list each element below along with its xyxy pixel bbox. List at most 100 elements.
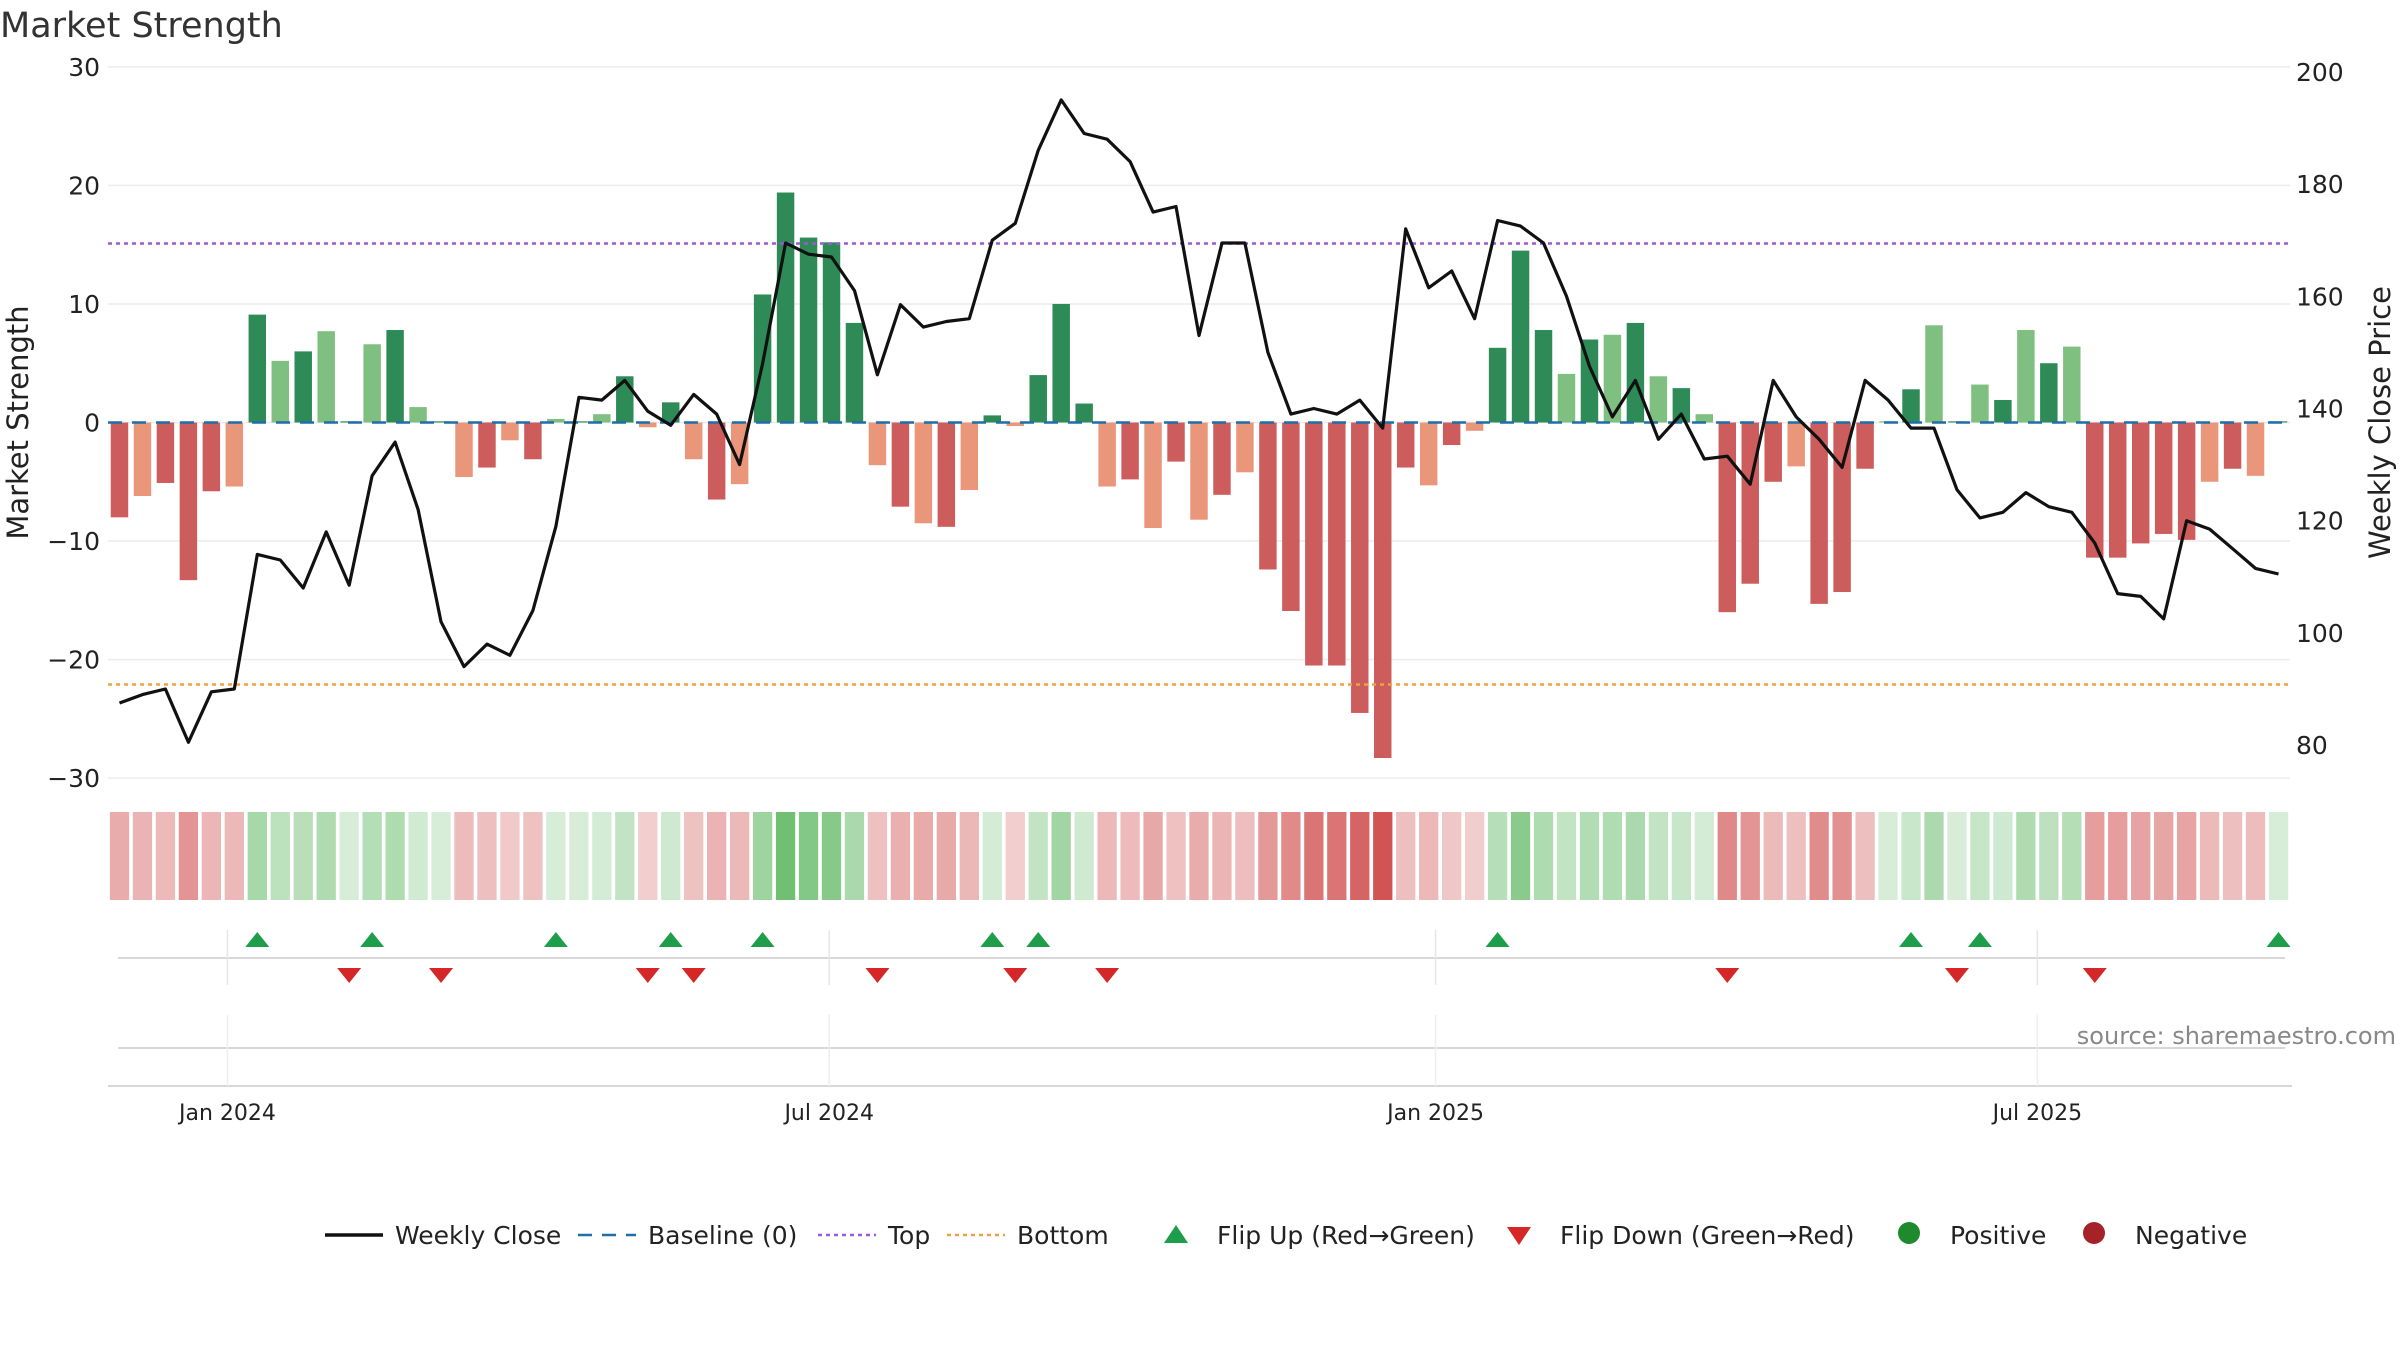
strength-bar: [639, 422, 657, 428]
legend-swatch-flip-up: [1164, 1225, 1188, 1243]
strength-bar: [1236, 422, 1254, 473]
strength-bar: [1626, 322, 1645, 423]
strength-heat-cell: [1625, 812, 1646, 900]
flip-down-marker: [635, 968, 660, 983]
strength-heat-cell: [477, 812, 497, 900]
strength-bar: [547, 418, 565, 423]
y2-axis-label: Weekly Close Price: [2363, 286, 2397, 559]
strength-heat-cell: [913, 812, 934, 900]
strength-bar: [983, 415, 1002, 423]
flip-up-marker: [980, 932, 1005, 947]
strength-bar: [1718, 422, 1737, 613]
strength-heat-cell: [1671, 812, 1691, 900]
strength-bar: [570, 421, 588, 423]
strength-heat-cell: [1464, 812, 1485, 900]
strength-bar: [1374, 422, 1392, 758]
strength-bar: [294, 351, 312, 423]
strength-bar: [1764, 422, 1782, 482]
strength-heat-cell: [293, 812, 313, 900]
flip-down-marker: [429, 968, 454, 983]
strength-heat-cell: [224, 812, 244, 900]
strength-heat-cell: [615, 812, 635, 900]
strength-bar: [1075, 403, 1093, 423]
strength-heat-cell: [775, 812, 796, 900]
strength-heat-cell: [1396, 812, 1416, 900]
strength-heat-cell: [867, 812, 888, 900]
flip-down-marker: [1095, 968, 1120, 983]
strength-bar: [1603, 334, 1622, 423]
y2-tick-label: 100: [2296, 619, 2344, 648]
strength-bar: [1856, 422, 1874, 469]
strength-heat-cell: [1097, 812, 1117, 900]
y2-tick-label: 80: [2296, 731, 2328, 760]
strength-heat-cell: [1120, 812, 1140, 900]
strength-heat-cell: [1510, 812, 1531, 900]
strength-heat-cell: [2222, 812, 2243, 900]
strength-heat-cell: [1028, 812, 1048, 900]
flip-down-marker: [337, 968, 362, 983]
strength-bar: [2040, 363, 2058, 423]
strength-heat-cell: [2176, 812, 2197, 900]
strength-heat-cell: [1947, 812, 1967, 900]
strength-bar: [2017, 330, 2035, 423]
strength-bar: [1488, 347, 1507, 423]
strength-bar: [1580, 339, 1599, 423]
strength-bar: [2086, 422, 2104, 558]
strength-heat-cell: [1442, 812, 1462, 900]
strength-heat-cell: [2039, 812, 2059, 900]
flip-up-marker: [2266, 932, 2291, 947]
strength-bar: [478, 422, 496, 468]
strength-heat-cell: [1350, 812, 1370, 900]
strength-bar: [2154, 422, 2173, 534]
strength-heat-cell: [1419, 812, 1439, 900]
strength-heat-cell: [1694, 812, 1714, 900]
strength-bar: [1902, 389, 1920, 423]
strength-heat-cell: [109, 812, 130, 900]
strength-bar: [225, 422, 244, 487]
strength-heat-cell: [1189, 812, 1209, 900]
strength-heat-cell: [2062, 812, 2082, 900]
strength-bar: [1098, 422, 1116, 487]
strength-heat-cell: [798, 812, 819, 900]
strength-heat-cell: [362, 812, 382, 900]
x-tick-label: Jul 2025: [1991, 1101, 2083, 1126]
strength-heat-cell: [1878, 812, 1898, 900]
strength-bar: [156, 422, 175, 483]
strength-bar: [1190, 422, 1208, 520]
strength-heat-cell: [1786, 812, 1806, 900]
strength-bar: [1213, 422, 1231, 495]
strength-heat-cell: [1855, 812, 1875, 900]
strength-heat-cell: [1924, 812, 1944, 900]
strength-heat-cell: [1579, 812, 1600, 900]
strength-heat-cell: [1763, 812, 1783, 900]
strength-heat-cell: [1533, 812, 1554, 900]
strength-bar: [1282, 422, 1300, 611]
strength-bar: [1925, 325, 1943, 423]
strength-heat-cell: [890, 812, 911, 900]
strength-heat-cell: [1993, 812, 2013, 900]
flip-down-marker: [1944, 968, 1969, 983]
flip-up-marker: [1967, 932, 1992, 947]
strength-heat-cell: [431, 812, 451, 900]
strength-bar: [179, 422, 198, 581]
strength-bar: [1052, 303, 1070, 423]
strength-bar: [1971, 384, 1989, 423]
y2-tick-label: 160: [2296, 282, 2344, 311]
strength-bar: [868, 422, 887, 466]
legend-label: Baseline (0): [648, 1221, 797, 1250]
strength-bar: [524, 422, 542, 460]
strength-heat-cell: [1740, 812, 1760, 900]
flip-up-marker: [1026, 932, 1051, 947]
strength-bar: [799, 237, 818, 423]
flip-up-marker: [543, 932, 568, 947]
strength-bar: [1351, 422, 1369, 713]
strength-bar: [707, 422, 726, 500]
flip-down-marker: [2082, 968, 2107, 983]
legend-label: Top: [887, 1221, 930, 1250]
strength-heat-cell: [1212, 812, 1232, 900]
y-tick-label: −30: [47, 764, 100, 793]
strength-bar: [317, 331, 335, 423]
x-tick-label: Jul 2024: [782, 1101, 874, 1126]
strength-heat-cell: [638, 812, 658, 900]
